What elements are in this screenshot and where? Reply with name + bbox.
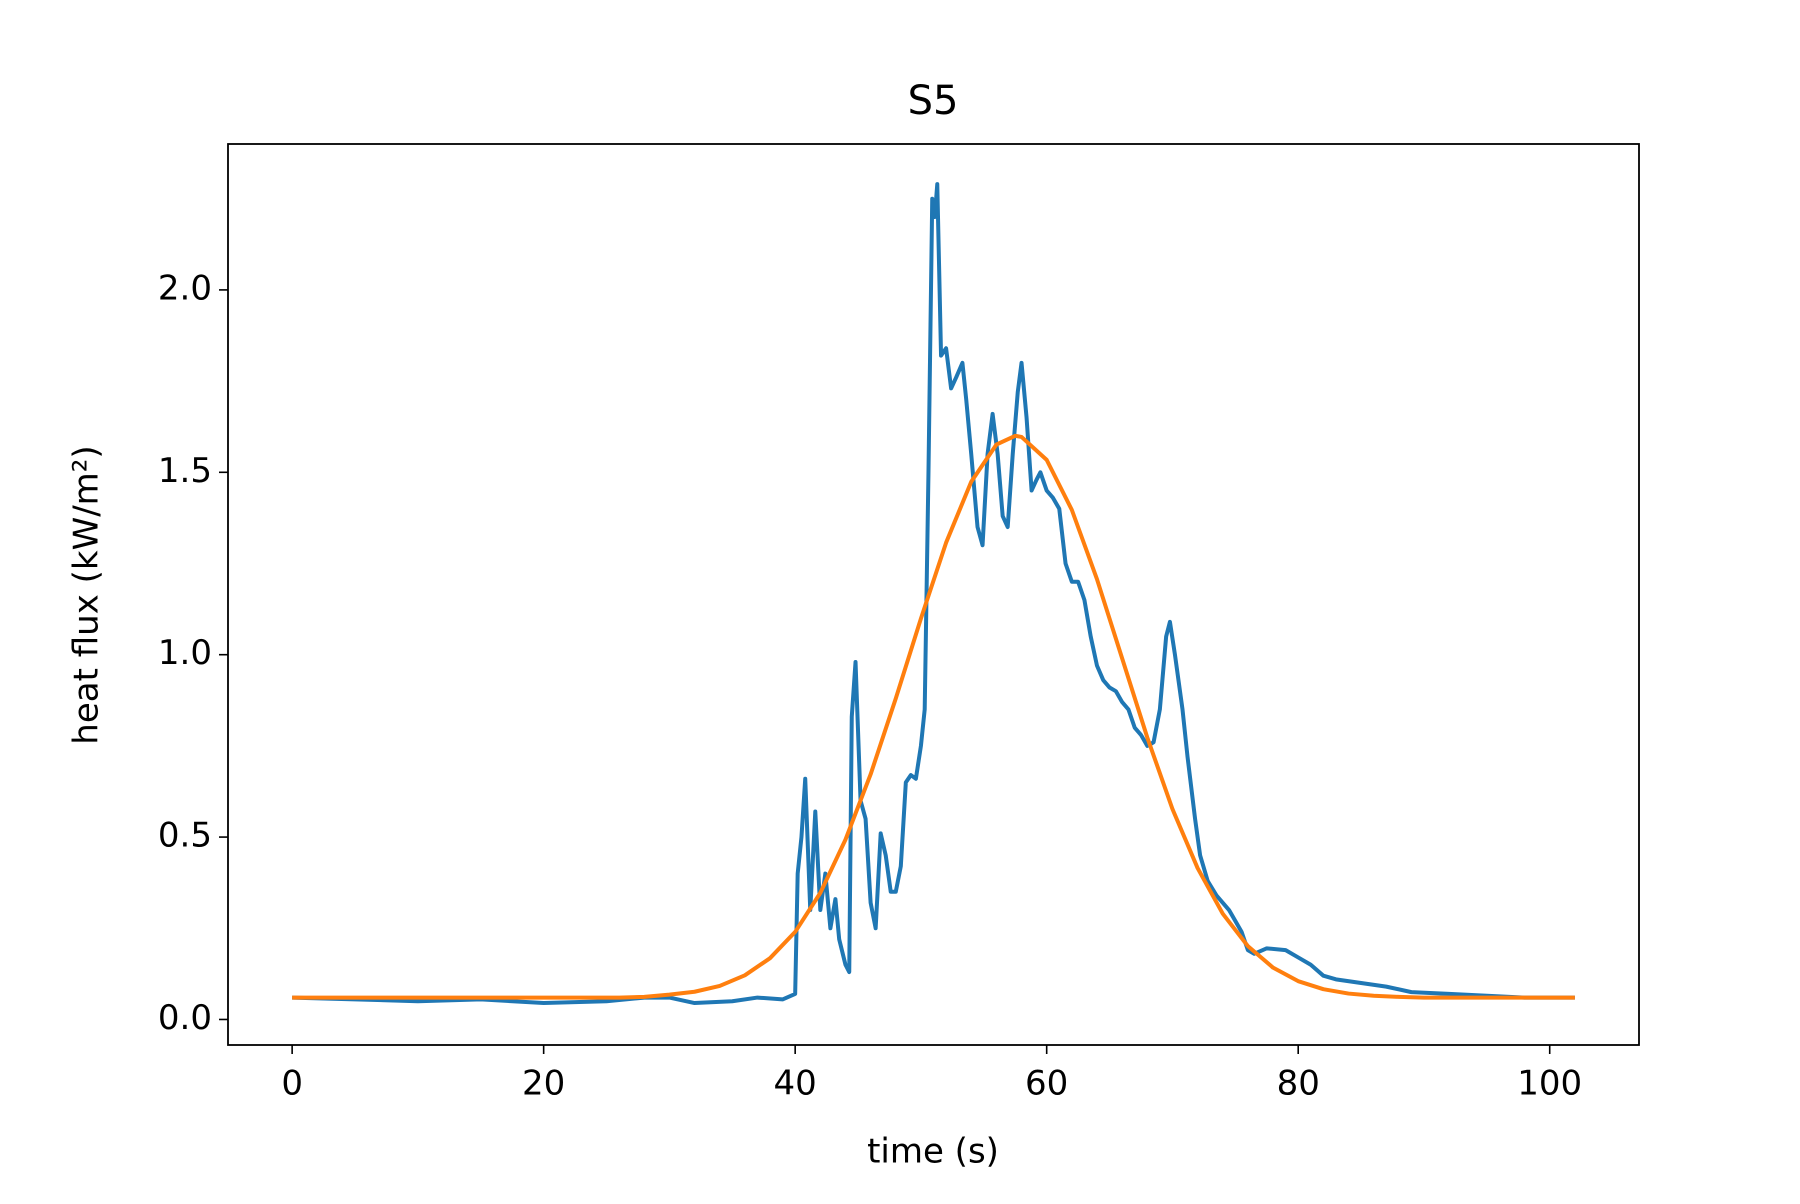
plot-frame	[227, 143, 1640, 1046]
chart-title: S5	[908, 78, 959, 124]
y-tick-label: 1.0	[158, 633, 212, 673]
x-tick-label: 60	[1025, 1064, 1068, 1104]
x-tick-label: 20	[522, 1064, 565, 1104]
y-tick-label: 2.0	[158, 268, 212, 308]
x-tick-label: 100	[1517, 1064, 1582, 1104]
y-axis-label: heat flux (kW/m²)	[67, 445, 107, 744]
x-tick-label: 80	[1277, 1064, 1320, 1104]
y-tick-label: 0.5	[158, 816, 212, 856]
x-tick-label: 40	[774, 1064, 817, 1104]
y-tick-label: 1.5	[158, 451, 212, 491]
data-line	[292, 433, 1575, 1000]
x-tick-label: 0	[281, 1064, 303, 1104]
x-axis-label: time (s)	[867, 1132, 999, 1172]
y-tick-label: 0.0	[158, 998, 212, 1038]
